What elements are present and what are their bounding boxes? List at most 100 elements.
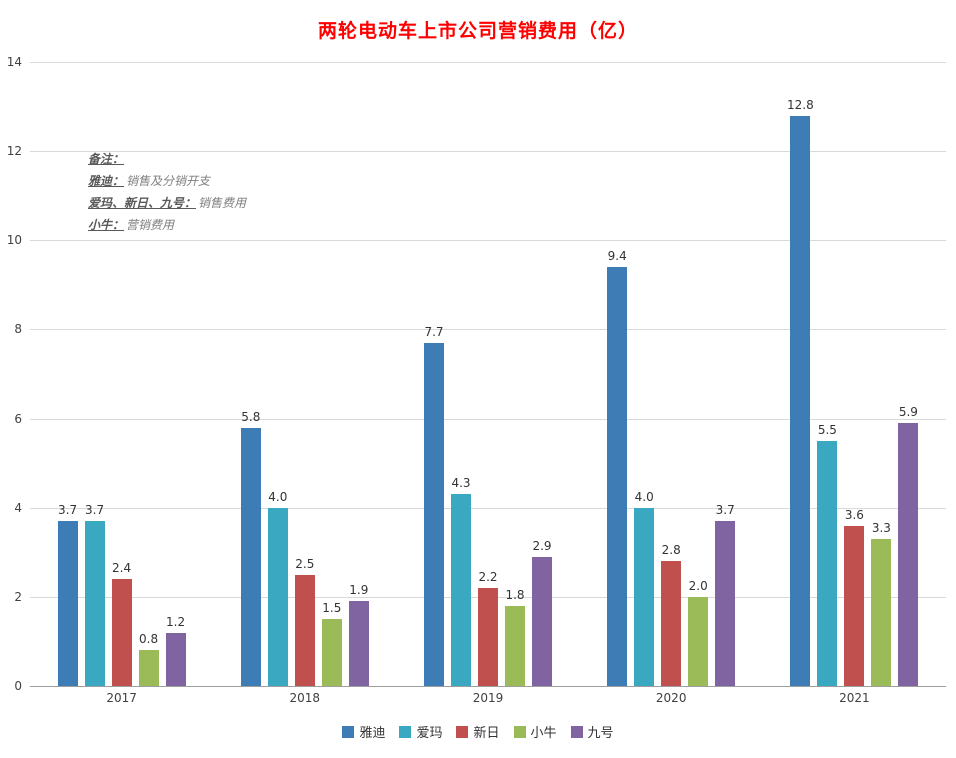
bar-小牛-2019: 1.8 — [505, 588, 525, 686]
bar-value-label: 5.5 — [817, 422, 837, 437]
legend-label: 爱玛 — [416, 726, 443, 741]
note-label: 小牛： — [88, 218, 125, 232]
bar-value-label: 1.5 — [322, 601, 342, 616]
gridline — [30, 329, 946, 331]
bar-爱玛-2021: 5.5 — [817, 423, 838, 686]
y-tick-label: 8 — [14, 322, 22, 337]
bar-value-label: 9.4 — [607, 249, 627, 264]
bar-九号-2021: 5.9 — [898, 405, 919, 686]
legend-label: 小牛 — [530, 726, 557, 741]
bar-九号-2020: 3.7 — [715, 503, 736, 686]
bar-九号-2018: 1.9 — [348, 583, 369, 686]
legend-swatch — [342, 725, 355, 738]
bar-value-label: 0.8 — [139, 632, 159, 647]
x-tick-label-2017: 2017 — [106, 691, 137, 705]
bar-小牛-2017: 0.8 — [138, 632, 159, 686]
legend-swatch — [399, 725, 412, 738]
x-tick-label-2018: 2018 — [289, 691, 321, 705]
note-line: 爱玛、新日、九号： 销售费用 — [88, 192, 246, 214]
x-tick-label-2020: 2020 — [655, 691, 687, 705]
bar-value-label: 3.7 — [85, 503, 105, 518]
bar-新日-2018: 2.5 — [294, 557, 315, 686]
bar-小牛-2018: 1.5 — [321, 601, 342, 686]
bar-value-label: 2.5 — [295, 556, 315, 571]
bar-爱玛-2019: 4.3 — [451, 476, 471, 686]
bar-value-label: 4.3 — [451, 476, 471, 491]
bar-value-label: 3.6 — [844, 507, 864, 522]
bar-value-label: 2.0 — [688, 578, 708, 593]
bar-group-2019: 7.7 4.3 2.2 1.8 2.9 — [424, 325, 552, 686]
bar-雅迪-2021: 12.8 — [787, 98, 814, 686]
legend-swatch — [456, 725, 469, 738]
legend-item-小牛: 小牛 — [513, 722, 557, 741]
y-tick-label: 6 — [14, 411, 22, 426]
legend-item-新日: 新日 — [456, 722, 500, 741]
note-line: 小牛： 营销费用 — [88, 214, 246, 236]
note-text: 营销费用 — [126, 218, 175, 232]
bar-value-label: 2.2 — [478, 569, 498, 584]
y-tick-label: 2 — [14, 589, 22, 604]
legend-item-雅迪: 雅迪 — [342, 722, 385, 741]
legend-label: 雅迪 — [359, 726, 386, 741]
bar-group-2018: 5.8 4.0 2.5 1.5 1.9 — [240, 410, 369, 686]
bar-value-label: 3.7 — [58, 503, 78, 518]
x-axis: 2017 2018 2019 2020 2021 — [30, 691, 946, 709]
note-box: 备注： 雅迪： 销售及分销开支 爱玛、新日、九号： 销售费用 小牛： 营销费用 — [88, 148, 246, 236]
x-tick-label-2021: 2021 — [839, 691, 870, 705]
bar-小牛-2021: 3.3 — [871, 521, 892, 686]
bar-九号-2019: 2.9 — [532, 539, 552, 686]
bar-爱玛-2020: 4.0 — [634, 490, 655, 686]
gridline — [30, 240, 946, 242]
legend-swatch — [570, 725, 583, 738]
y-tick-label: 0 — [14, 679, 22, 693]
bar-value-label: 1.8 — [505, 587, 525, 602]
bar-雅迪-2019: 7.7 — [424, 325, 444, 686]
bar-value-label: 2.9 — [532, 538, 552, 553]
legend-item-爱玛: 爱玛 — [399, 722, 442, 741]
bar-小牛-2020: 2.0 — [688, 579, 709, 686]
bar-value-label: 2.4 — [112, 561, 132, 576]
y-axis: 0 2 4 6 8 10 12 14 — [0, 55, 24, 693]
gridline — [30, 507, 946, 509]
bar-新日-2017: 2.4 — [111, 561, 132, 686]
gridline — [30, 62, 946, 63]
gridline — [30, 151, 946, 153]
bar-雅迪-2017: 3.7 — [57, 503, 78, 686]
note-line: 雅迪： 销售及分销开支 — [88, 170, 246, 192]
bar-雅迪-2020: 9.4 — [607, 249, 628, 686]
bar-九号-2017: 1.2 — [165, 615, 186, 686]
note-label: 备注： — [88, 152, 125, 166]
bar-爱玛-2018: 4.0 — [267, 490, 288, 686]
bar-group-2017: 3.7 3.7 2.4 0.8 1.2 — [57, 503, 186, 686]
x-axis-baseline — [30, 686, 946, 687]
legend-label: 新日 — [473, 726, 500, 741]
bar-value-label: 5.8 — [241, 409, 261, 424]
bar-group-2020: 9.4 4.0 2.8 2.0 3.7 — [607, 249, 736, 686]
bar-爱玛-2017: 3.7 — [84, 503, 105, 686]
note-label: 雅迪： — [88, 174, 125, 188]
plot-area: 3.7 3.7 2.4 0.8 1.2 5.8 4.0 2.5 1.5 1.9 7.7 4.3 2.2 1… — [30, 62, 946, 687]
bar-value-label: 12.8 — [787, 97, 814, 112]
bar-value-label: 2.8 — [661, 543, 681, 558]
y-tick-label: 10 — [6, 233, 22, 248]
y-tick-label: 12 — [6, 144, 22, 159]
bar-value-label: 4.0 — [268, 489, 288, 504]
bar-value-label: 1.2 — [166, 614, 186, 629]
gridline — [30, 418, 946, 420]
bar-新日-2019: 2.2 — [478, 570, 498, 686]
legend-swatch — [513, 725, 526, 738]
bar-value-label: 3.3 — [871, 520, 891, 535]
y-tick-label: 14 — [6, 55, 22, 69]
note-line: 备注： — [88, 148, 246, 170]
bar-新日-2021: 3.6 — [844, 508, 865, 686]
note-text: 销售及分销开支 — [126, 174, 211, 188]
y-tick-label: 4 — [14, 500, 22, 515]
x-tick-label-2019: 2019 — [472, 691, 504, 705]
note-label: 爱玛、新日、九号： — [88, 196, 197, 210]
bar-value-label: 7.7 — [424, 324, 444, 339]
note-text: 销售费用 — [198, 196, 247, 210]
bar-value-label: 4.0 — [634, 489, 654, 504]
bar-雅迪-2018: 5.8 — [240, 410, 261, 686]
bar-新日-2020: 2.8 — [661, 543, 682, 686]
